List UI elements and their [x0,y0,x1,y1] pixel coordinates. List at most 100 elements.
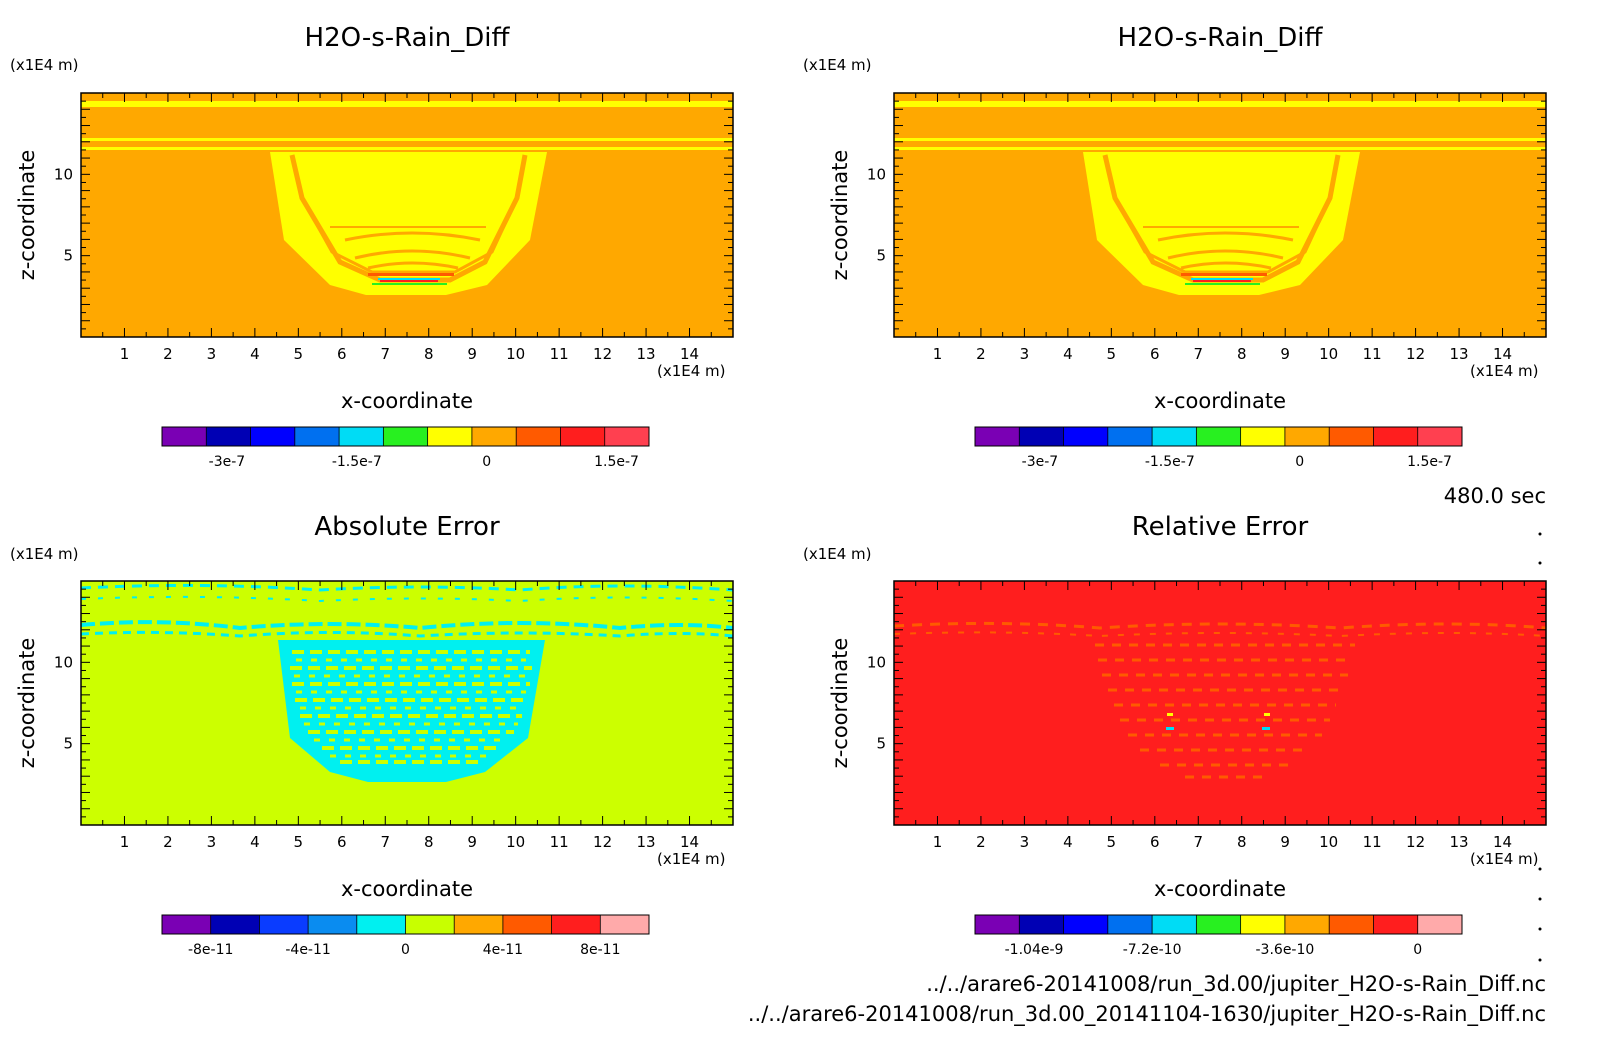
x-tick-label: 14 [680,833,699,851]
y-axis-label: z-coordinate [828,638,852,769]
heatmap-field [81,581,733,825]
colorbar-segment [308,915,358,934]
colorbar-tick-label: -1.04e-9 [1005,942,1064,958]
x-axis-label: x-coordinate [341,877,473,901]
x-tick-label: 2 [163,345,173,363]
x-tick-label: 3 [207,345,217,363]
colorbar-tick-label: -3e-7 [1022,454,1059,470]
colorbar-segment [162,427,207,446]
colorbar-segment [975,915,1020,934]
x-tick-label: 2 [976,345,986,363]
colorbar-segment [162,915,212,934]
colorbar-segment [206,427,252,446]
y-unit-label: (x1E4 m) [10,545,79,563]
colorbar-segment [1196,427,1242,446]
colorbar-segment [1063,427,1109,446]
x-tick-label: 14 [680,345,699,363]
x-tick-label: 11 [550,833,569,851]
x-tick-label: 5 [294,345,304,363]
colorbar-segment [1240,915,1286,934]
x-tick-label: 14 [1493,345,1512,363]
colorbar-tick-label: 0 [482,454,491,470]
panel-title: Absolute Error [314,512,500,542]
x-tick-label: 11 [1363,833,1382,851]
y-axis-label: z-coordinate [15,150,39,281]
x-tick-label: 3 [1020,345,1030,363]
x-tick-label: 7 [380,345,390,363]
colorbar-segment [471,427,517,446]
x-tick-label: 5 [294,833,304,851]
colorbar-segment [250,427,296,446]
colorbar-segment [294,427,340,446]
panel-bottom-right: Relative Error (x1E4 m) [803,512,1547,958]
y-tick-label: 10 [54,653,73,671]
colorbar-segment [1417,427,1463,446]
time-label: 480.0 sec [1444,484,1546,508]
colorbar-segment [1196,915,1242,934]
colorbar-segment [1284,427,1330,446]
colorbar-frame [974,426,1463,447]
x-tick-label: 7 [1193,345,1203,363]
colorbar-tick-label: -1.5e-7 [1145,454,1195,470]
x-tick-label: 4 [250,833,260,851]
colorbar-segment [551,915,601,934]
colorbar-segment [1152,915,1197,934]
colorbar-tick-label: -3.6e-10 [1256,942,1315,958]
dot-markers [1538,532,1542,962]
x-tick-label: 12 [593,345,612,363]
x-tick-label: 5 [1107,345,1117,363]
x-tick-label: 10 [1319,345,1338,363]
y-tick-label: 5 [876,735,886,753]
file-path-1: ../../arare6-20141008/run_3d.00/jupiter_… [926,972,1546,997]
colorbar-tick-label: 1.5e-7 [1407,454,1452,470]
colorbar-segment [1417,915,1463,934]
x-tick-label: 5 [1107,833,1117,851]
colorbar-segment [1373,427,1419,446]
y-unit-label: (x1E4 m) [803,545,872,563]
colorbar-segment [1373,915,1419,934]
x-tick-label: 9 [467,345,477,363]
colorbar-segment [259,915,309,934]
colorbar-tick-label: 8e-11 [580,942,620,958]
colorbar-segment [454,915,504,934]
x-tick-label: 7 [380,833,390,851]
colorbar-tick-label: 4e-11 [483,942,523,958]
x-tick-label: 9 [1280,345,1290,363]
x-axis-label: x-coordinate [1154,389,1286,413]
colorbar-segment [383,427,429,446]
colorbar-segment [1019,915,1065,934]
colorbar-tick-label: 0 [401,942,410,958]
colorbar-segment [604,427,650,446]
colorbar-segment [502,915,553,934]
x-tick-label: 6 [1150,345,1160,363]
x-tick-label: 2 [163,833,173,851]
panel-title: H2O-s-Rain_Diff [305,23,511,53]
colorbar-segment [600,915,650,934]
panel-title: Relative Error [1132,512,1309,542]
x-unit-label: (x1E4 m) [657,850,726,868]
colorbar-segment [1329,915,1374,934]
x-tick-label: 10 [506,345,525,363]
x-tick-label: 9 [467,833,477,851]
x-tick-label: 8 [1237,345,1247,363]
colorbar-segment [1329,427,1374,446]
y-axis-label: z-coordinate [15,638,39,769]
x-axis-label: x-coordinate [341,389,473,413]
colorbar: -3e-7 -1.5e-7 0 1.5e-7 [974,426,1463,470]
y-tick-label: 10 [54,165,73,183]
colorbar-segment [560,427,606,446]
colorbar-tick-label: 0 [1413,942,1422,958]
colorbar-segment [1107,915,1153,934]
colorbar-frame [974,914,1463,935]
y-tick-label: 10 [867,165,886,183]
y-unit-label: (x1E4 m) [10,56,79,74]
x-tick-label: 6 [337,833,347,851]
x-tick-label: 8 [424,833,434,851]
colorbar-segment [1063,915,1109,934]
x-tick-label: 14 [1493,833,1512,851]
colorbar-frame [161,426,650,447]
x-tick-label: 13 [1450,345,1469,363]
x-tick-label: 3 [207,833,217,851]
colorbar-tick-label: 0 [1295,454,1304,470]
